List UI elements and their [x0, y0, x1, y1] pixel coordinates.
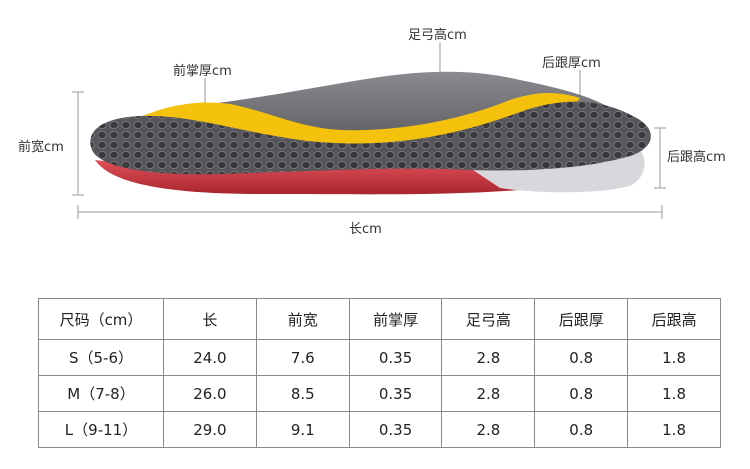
forefoot-width-label: 前宽cm [18, 140, 64, 155]
cell-size: M（7-8） [38, 375, 164, 412]
cell-forefoot-width: 8.5 [255, 375, 350, 412]
cell-length: 26.0 [163, 375, 257, 412]
table-row: S（5-6） 24.0 7.6 0.35 2.8 0.8 1.8 [38, 339, 721, 376]
arch-height-label: 足弓高cm [408, 28, 467, 43]
cell-arch-height: 2.8 [441, 411, 536, 448]
heel-height-label: 后跟高cm [667, 150, 726, 165]
table-header-row: 尺码（cm） 长 前宽 前掌厚 足弓高 后跟厚 后跟高 [38, 298, 721, 340]
header-size: 尺码（cm） [38, 298, 164, 340]
top-surface [90, 101, 651, 175]
cell-size: L（9-11） [38, 411, 164, 448]
cell-forefoot-width: 9.1 [255, 411, 350, 448]
cell-forefoot-width: 7.6 [255, 339, 350, 376]
heel-thickness-label: 后跟厚cm [542, 56, 601, 71]
heel-cup-side [470, 150, 645, 193]
table-row: M（7-8） 26.0 8.5 0.35 2.8 0.8 1.8 [38, 375, 721, 412]
insole-illustration [72, 42, 666, 219]
cell-length: 29.0 [163, 411, 257, 448]
cell-heel-height: 1.8 [627, 339, 721, 376]
cell-heel-thickness: 0.8 [534, 375, 629, 412]
header-length: 长 [163, 298, 257, 340]
cell-heel-height: 1.8 [627, 411, 721, 448]
header-arch-height: 足弓高 [441, 298, 536, 340]
size-table: 尺码（cm） 长 前宽 前掌厚 足弓高 后跟厚 后跟高 S（5-6） 24.0 … [38, 298, 721, 448]
header-heel-thickness: 后跟厚 [534, 298, 629, 340]
table-row: L（9-11） 29.0 9.1 0.35 2.8 0.8 1.8 [38, 411, 721, 448]
header-forefoot-thickness: 前掌厚 [348, 298, 443, 340]
header-forefoot-width: 前宽 [255, 298, 350, 340]
cell-arch-height: 2.8 [441, 339, 536, 376]
cell-length: 24.0 [163, 339, 257, 376]
cell-heel-height: 1.8 [627, 375, 721, 412]
cell-heel-thickness: 0.8 [534, 411, 629, 448]
cell-arch-height: 2.8 [441, 375, 536, 412]
dimension-lines [72, 42, 666, 219]
cell-heel-thickness: 0.8 [534, 339, 629, 376]
cell-forefoot-thickness: 0.35 [348, 375, 443, 412]
cell-size: S（5-6） [38, 339, 164, 376]
cell-forefoot-thickness: 0.35 [348, 339, 443, 376]
header-heel-height: 后跟高 [627, 298, 721, 340]
forefoot-thickness-label: 前掌厚cm [173, 64, 232, 79]
cell-forefoot-thickness: 0.35 [348, 411, 443, 448]
length-label: 长cm [349, 222, 382, 237]
